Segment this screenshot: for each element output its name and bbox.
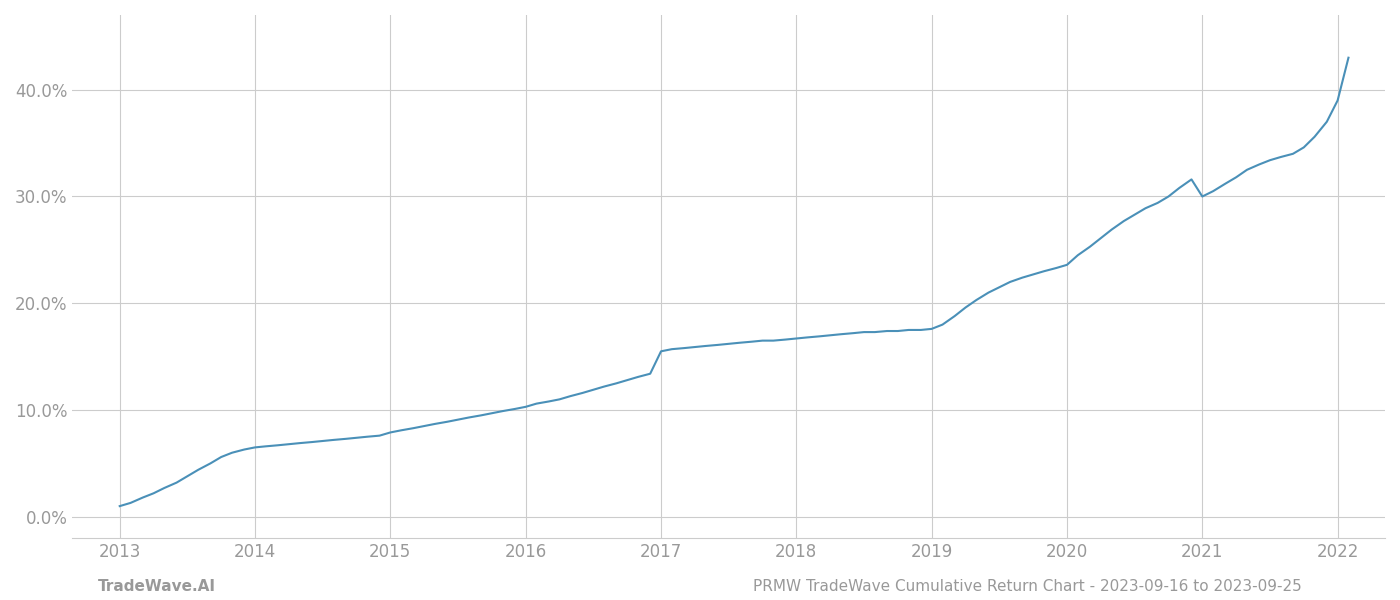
Text: PRMW TradeWave Cumulative Return Chart - 2023-09-16 to 2023-09-25: PRMW TradeWave Cumulative Return Chart -… bbox=[753, 579, 1302, 594]
Text: TradeWave.AI: TradeWave.AI bbox=[98, 579, 216, 594]
